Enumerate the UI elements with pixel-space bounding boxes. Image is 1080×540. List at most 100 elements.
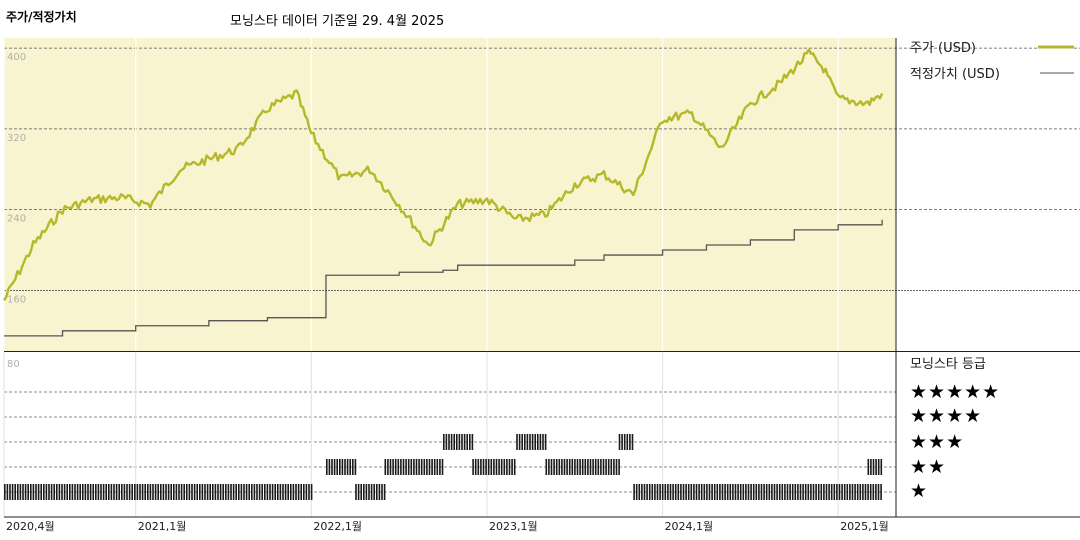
rating-bar (851, 484, 854, 500)
rating-bar (227, 484, 230, 500)
rating-bar (418, 459, 420, 475)
rating-bar (225, 484, 227, 500)
rating-bar (376, 484, 378, 500)
rating-bar (131, 484, 133, 500)
rating-bar (339, 459, 341, 475)
rating-bar (768, 484, 771, 500)
rating-bar (297, 484, 300, 500)
rating-bar (282, 484, 284, 500)
rating-bar (235, 484, 237, 500)
rating-bar (579, 459, 581, 475)
rating-bar (877, 484, 880, 500)
rating-bar (508, 459, 511, 475)
rating-bar (506, 459, 508, 475)
rating-bar (597, 459, 600, 475)
rating-bar (63, 484, 66, 500)
rating-bar (308, 484, 310, 500)
rating-bar (24, 484, 27, 500)
rating-bar (825, 484, 828, 500)
rating-bar (456, 434, 458, 450)
rating-bar (518, 434, 521, 450)
rating-bar (232, 484, 235, 500)
rating-bar (360, 484, 362, 500)
rating-bar (450, 434, 453, 450)
rating-bar (95, 484, 97, 500)
rating-bar (110, 484, 113, 500)
rating-bar (209, 484, 211, 500)
rating-bar (193, 484, 196, 500)
rating-bar (550, 459, 553, 475)
rating-bar (352, 459, 354, 475)
rating-bar (773, 484, 776, 500)
rating-bar (180, 484, 183, 500)
rating-bar (732, 484, 734, 500)
rating-bar (771, 484, 773, 500)
rating-bar (500, 459, 503, 475)
rating-bar (188, 484, 191, 500)
rating-bar (152, 484, 154, 500)
rating-bar (58, 484, 61, 500)
rating-bar (160, 484, 162, 500)
rating-bar (841, 484, 843, 500)
rating-bar (43, 484, 45, 500)
legend-fair-value-label: 적정가치 (USD) (910, 67, 1000, 82)
x-tick-label: 2020,4월 (6, 520, 55, 533)
rating-bar (576, 459, 579, 475)
rating-bar (558, 459, 561, 475)
rating-bar (480, 459, 482, 475)
rating-bar (781, 484, 784, 500)
rating-bar (729, 484, 732, 500)
rating-bar (548, 459, 550, 475)
rating-bar (121, 484, 123, 500)
rating-bar (357, 484, 360, 500)
rating-bar (113, 484, 115, 500)
x-tick-label: 2021,1월 (138, 520, 187, 533)
rating-bar (880, 459, 883, 475)
rating-bar (365, 484, 368, 500)
rating-bar (173, 484, 175, 500)
rating-bar (621, 434, 623, 450)
y-tick-label: 320 (7, 133, 26, 144)
rating-bar (747, 484, 750, 500)
rating-bar (115, 484, 118, 500)
rating-bar (789, 484, 791, 500)
rating-legend: 모닝스타 등급 ★★★★★ ★★★★ ★★★ ★★ ★ (910, 357, 1000, 502)
rating-bar (870, 459, 872, 475)
rating-bar (474, 459, 477, 475)
rating-bar (397, 459, 400, 475)
rating-bar (615, 459, 618, 475)
rating-bar (326, 459, 328, 475)
rating-bar (820, 484, 823, 500)
rating-bar (466, 434, 468, 450)
rating-bar (123, 484, 126, 500)
rating-bar (493, 459, 495, 475)
rating-bar (719, 484, 721, 500)
rating-bar (461, 434, 463, 450)
rating-bar (487, 459, 490, 475)
rating-bar (305, 484, 308, 500)
rating-bar (482, 459, 485, 475)
rating-bar (370, 484, 373, 500)
rating-bar (100, 484, 102, 500)
rating-bar (854, 484, 856, 500)
rating-bar (698, 484, 700, 500)
chart-grid (3, 38, 1080, 517)
rating-bar (271, 484, 274, 500)
x-tick-label: 2025,1월 (840, 520, 889, 533)
rating-bar (810, 484, 812, 500)
rating-bar (238, 484, 240, 500)
rating-bar (214, 484, 217, 500)
rating-bar (626, 434, 629, 450)
rating-bar (685, 484, 687, 500)
rating-bar (66, 484, 68, 500)
rating-bar (592, 459, 594, 475)
rating-bar (186, 484, 188, 500)
rating-5-stars: ★★★★★ (910, 381, 1000, 403)
rating-bar (355, 484, 357, 500)
rating-bar (641, 484, 643, 500)
rating-bar (859, 484, 862, 500)
rating-bar (240, 484, 243, 500)
rating-bar (178, 484, 180, 500)
rating-bar (144, 484, 146, 500)
rating-bar (407, 459, 410, 475)
